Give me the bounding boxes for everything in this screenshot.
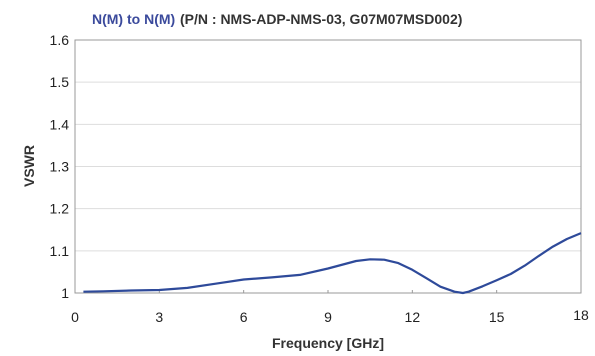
- x-tick-label: 6: [240, 309, 248, 325]
- y-tick-label: 1.2: [50, 201, 70, 217]
- x-tick-label: 15: [489, 309, 505, 325]
- grid-lines: [75, 81, 581, 252]
- x-tick-label: 9: [324, 309, 332, 325]
- x-tick-label: 0: [71, 309, 79, 325]
- y-tick-label: 1.6: [50, 32, 70, 48]
- x-tick-label: 12: [405, 309, 421, 325]
- y-tick-label: 1.3: [50, 159, 70, 175]
- x-tick-label: 18: [573, 307, 589, 323]
- y-tick-label: 1: [61, 285, 69, 301]
- chart-subtitle: (P/N : NMS-ADP-NMS-03, G07M07MSD002): [180, 11, 462, 27]
- chart-title: N(M) to N(M): [92, 11, 175, 27]
- series-line-vswr: [83, 232, 582, 295]
- x-axis-ticks: 0 3 6 9 12 15 18: [71, 290, 589, 325]
- y-axis-ticks: 1 1.1 1.2 1.3 1.4 1.5 1.6: [50, 32, 70, 301]
- y-tick-label: 1.4: [50, 116, 70, 132]
- x-tick-label: 3: [155, 309, 163, 325]
- y-axis-label: VSWR: [21, 145, 37, 187]
- y-tick-label: 1.1: [50, 243, 70, 259]
- y-tick-label: 1.5: [50, 74, 70, 90]
- x-axis-label: Frequency [GHz]: [272, 335, 384, 351]
